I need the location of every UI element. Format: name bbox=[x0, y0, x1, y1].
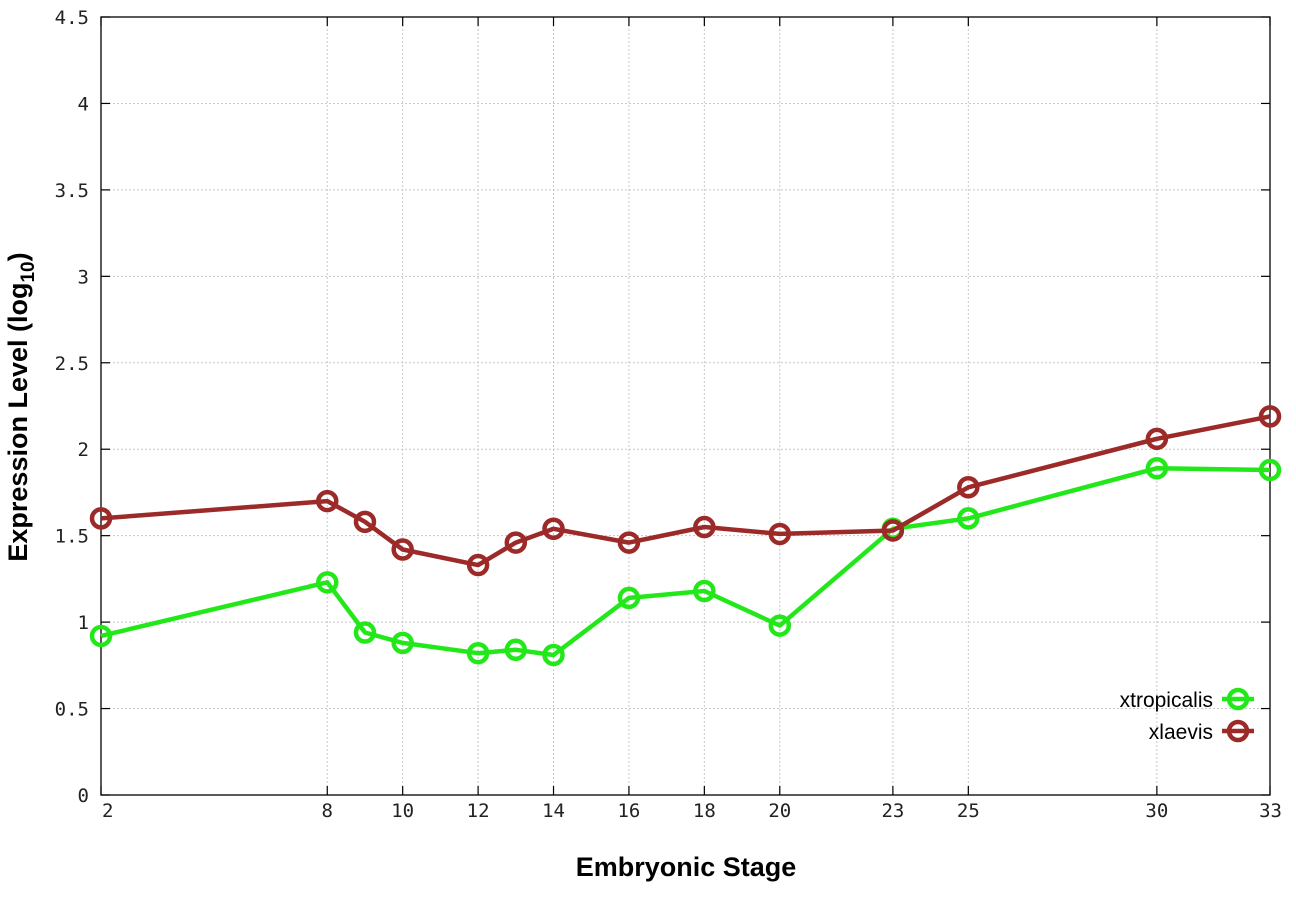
legend-marker-xlaevis bbox=[1226, 719, 1250, 743]
series-group bbox=[89, 405, 1282, 667]
data-point-xlaevis bbox=[542, 517, 565, 541]
grid bbox=[101, 17, 1270, 795]
x-tick-label: 8 bbox=[322, 800, 333, 822]
x-tick-label: 10 bbox=[391, 800, 414, 822]
x-tick-label: 12 bbox=[467, 800, 490, 822]
x-tick-label: 16 bbox=[617, 800, 640, 822]
legend: xtropicalis xlaevis bbox=[1120, 687, 1254, 744]
data-point-xtropicalis bbox=[1145, 456, 1169, 480]
data-point-xlaevis bbox=[768, 522, 792, 546]
data-point-xlaevis bbox=[957, 476, 980, 499]
series-xtropicalis bbox=[89, 456, 1282, 667]
y-tick-label: 4 bbox=[78, 93, 89, 115]
x-tick-label: 20 bbox=[768, 800, 791, 822]
y-tick-label: 0 bbox=[78, 785, 89, 807]
series-line-xlaevis bbox=[100, 414, 1271, 568]
data-point-xlaevis bbox=[316, 489, 339, 513]
data-point-xtropicalis bbox=[466, 641, 490, 665]
data-point-xlaevis bbox=[89, 507, 113, 530]
plot-frame bbox=[100, 16, 1271, 796]
y-tick-label: 1 bbox=[78, 612, 89, 634]
x-tick-label: 30 bbox=[1145, 800, 1168, 822]
legend-label-xlaevis: xlaevis bbox=[1149, 721, 1213, 744]
x-tick-label: 18 bbox=[693, 800, 716, 822]
y-tick-label: 0.5 bbox=[55, 699, 89, 721]
data-point-xtropicalis bbox=[768, 614, 792, 637]
data-point-xtropicalis bbox=[504, 638, 528, 662]
legend-label-xtropicalis: xtropicalis bbox=[1120, 689, 1213, 712]
x-axis-title: Embryonic Stage bbox=[576, 852, 797, 882]
axis-ticks bbox=[100, 16, 1271, 796]
data-point-xlaevis bbox=[1258, 405, 1282, 428]
data-point-xlaevis bbox=[466, 553, 490, 577]
data-point-xtropicalis bbox=[957, 507, 980, 530]
series-line-xtropicalis bbox=[100, 465, 1271, 658]
data-point-xlaevis bbox=[353, 510, 377, 534]
y-tick-label: 2.5 bbox=[55, 353, 89, 375]
data-point-xtropicalis bbox=[89, 624, 113, 648]
y-axis-title: Expression Level (log10) bbox=[3, 252, 39, 561]
x-tick-label: 23 bbox=[881, 800, 904, 822]
data-point-xtropicalis bbox=[1258, 458, 1282, 482]
data-point-xlaevis bbox=[1145, 427, 1169, 451]
data-point-xtropicalis bbox=[353, 621, 377, 644]
series-xlaevis bbox=[89, 405, 1282, 577]
data-point-xlaevis bbox=[617, 531, 641, 554]
x-tick-label: 25 bbox=[957, 800, 980, 822]
data-point-xtropicalis bbox=[542, 643, 565, 667]
data-point-xtropicalis bbox=[391, 631, 414, 655]
data-point-xlaevis bbox=[391, 538, 414, 561]
y-tick-label: 3 bbox=[78, 266, 89, 288]
x-tick-label: 33 bbox=[1259, 800, 1282, 822]
data-point-xtropicalis bbox=[617, 586, 641, 610]
data-point-xtropicalis bbox=[316, 571, 339, 594]
y-tick-label: 2 bbox=[78, 439, 89, 461]
data-point-xlaevis bbox=[881, 519, 905, 542]
x-tick-label: 14 bbox=[542, 800, 565, 822]
y-axis-title-close: ) bbox=[3, 252, 33, 261]
y-tick-label: 3.5 bbox=[55, 180, 89, 202]
data-point-xlaevis bbox=[693, 515, 716, 539]
legend-marker-xtropicalis bbox=[1226, 687, 1250, 711]
data-point-xtropicalis bbox=[693, 579, 716, 603]
y-axis-title-subscript: 10 bbox=[18, 261, 39, 282]
y-tick-label: 1.5 bbox=[55, 526, 89, 548]
tick-labels: 0 0.5 1 1.5 2 2.5 3 3.5 4 4.5 2 8 10 12 14 16 18 20 23 25 30… bbox=[55, 7, 1282, 822]
data-point-xlaevis bbox=[504, 531, 528, 554]
y-axis-title-main: Expression Level (log bbox=[3, 283, 33, 562]
x-tick-label: 2 bbox=[102, 800, 113, 822]
y-tick-label: 4.5 bbox=[55, 7, 89, 29]
